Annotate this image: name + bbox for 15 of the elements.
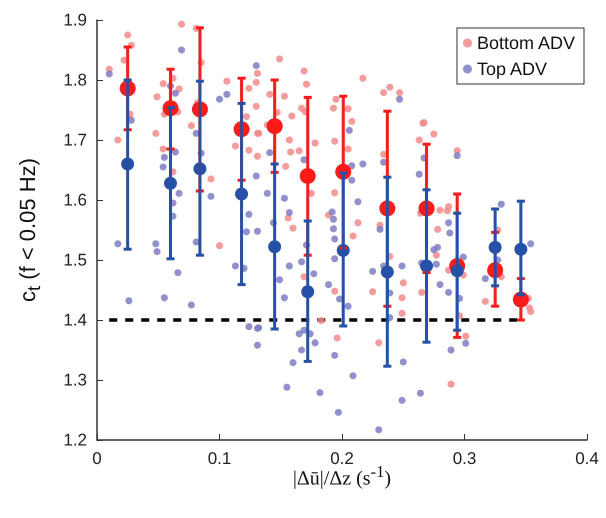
legend-label: Bottom ADV (476, 33, 576, 53)
x-tick-label: 0.1 (208, 449, 232, 468)
x-tick-label: 0.3 (452, 449, 476, 468)
x-tick-label: 0 (92, 449, 102, 468)
y-tick-label: 1.9 (63, 10, 87, 30)
y-tick-label: 1.5 (63, 250, 87, 270)
x-tick-label: 0.4 (575, 449, 599, 468)
y-tick-label: 1.4 (63, 310, 87, 330)
y-tick-label: 1.2 (63, 430, 87, 450)
legend-label: Top ADV (476, 59, 548, 79)
x-tick-label: 0.2 (330, 449, 354, 468)
y-tick-label: 1.8 (63, 70, 87, 90)
y-tick-label: 1.3 (63, 370, 87, 390)
y-tick-label: 1.7 (63, 130, 87, 150)
y-tick-label: 1.6 (63, 190, 87, 210)
